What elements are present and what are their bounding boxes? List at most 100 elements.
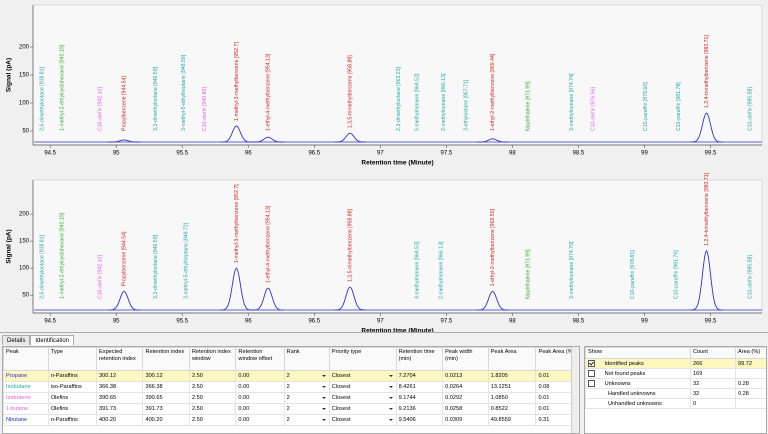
table-cell[interactable]: 2 bbox=[283, 403, 330, 415]
summary-label: Not found peaks bbox=[604, 370, 646, 377]
table-cell: 0.0309 bbox=[442, 414, 489, 426]
column-header[interactable]: Expected retention index bbox=[96, 347, 144, 371]
summary-label: Handled unknowns bbox=[608, 390, 656, 397]
peak bbox=[690, 112, 723, 143]
table-row[interactable]: 1-butene Olefins 391.73 391.73 2.50 0.00 2 Clos… bbox=[3, 403, 579, 415]
summary-row: Handled unknowns 32 0.28 bbox=[585, 388, 766, 399]
peak bbox=[333, 286, 367, 311]
table-cell: 8.4261 bbox=[395, 381, 444, 393]
table-cell: 2.50 bbox=[188, 414, 237, 426]
table-cell[interactable]: 2 bbox=[283, 414, 330, 426]
table-row[interactable]: Propane n-Paraffins 300.12 300.12 2.50 0.00 2 C… bbox=[3, 370, 579, 382]
x-tick-label: 95 bbox=[113, 151, 120, 157]
x-tick-label: 99 bbox=[641, 319, 648, 325]
table-cell: Olefins bbox=[47, 392, 98, 404]
x-tick-label: 96 bbox=[245, 151, 252, 157]
peak-label: 1,2,4-trimethylbenzene [983.71] bbox=[704, 35, 710, 109]
scrollbar[interactable] bbox=[571, 347, 579, 433]
table-cell: Isobutene bbox=[3, 392, 49, 404]
column-header[interactable]: Peak width (min) bbox=[442, 347, 489, 371]
summary-area bbox=[735, 398, 766, 409]
column-header[interactable]: Retention window offset bbox=[235, 347, 285, 371]
column-header[interactable]: Type bbox=[47, 347, 98, 371]
peak-label: 1-ethyl-4-methylbenzene [954.13] bbox=[265, 53, 271, 131]
tab[interactable]: Identification bbox=[30, 335, 75, 345]
table-cell: n-Paraffins bbox=[47, 370, 98, 382]
table-cell: 7.2704 bbox=[395, 370, 444, 382]
table-cell[interactable]: 2 bbox=[283, 370, 330, 382]
x-tick-label: 95.5 bbox=[176, 151, 188, 157]
x-tick-label: 99.5 bbox=[705, 319, 717, 325]
table-cell: 0.0213 bbox=[442, 370, 489, 382]
table-cell[interactable]: Closest bbox=[328, 403, 397, 415]
peak-label: C10-olefin [949.80] bbox=[202, 87, 208, 131]
checkbox[interactable] bbox=[588, 369, 595, 377]
peak-label: 2-methylnonane [966.13] bbox=[438, 241, 444, 299]
column-header[interactable]: Peak Area bbox=[487, 347, 537, 371]
table-row[interactable]: Nbutane n-Paraffins 400.20 400.20 2.50 0.00 2 C… bbox=[3, 414, 579, 426]
summary-area bbox=[735, 368, 766, 379]
y-tick-label: 150 bbox=[19, 73, 30, 79]
table-cell[interactable]: 2 bbox=[283, 381, 330, 393]
column-header[interactable]: Retention index window bbox=[188, 347, 237, 371]
peak-label: 2,6-dimethyloctane [938.81] bbox=[40, 234, 46, 299]
table-cell[interactable]: Closest bbox=[328, 414, 397, 426]
peak-label: C10-olefin [942.10] bbox=[98, 87, 104, 131]
column-header[interactable]: Priority type bbox=[328, 347, 397, 371]
table-cell[interactable]: 2 bbox=[283, 392, 330, 404]
table-row[interactable]: Isobutene Olefins 390.65 390.65 2.50 0.00 2 Clo… bbox=[3, 392, 579, 404]
summary-area: 0.28 bbox=[735, 388, 766, 399]
peak-label: 2,6-dimethyloctane [938.81] bbox=[40, 66, 46, 131]
column-header[interactable]: Retention time (min) bbox=[395, 347, 444, 371]
y-tick-label: 150 bbox=[19, 239, 30, 245]
table-cell: 49.8559 bbox=[487, 414, 537, 426]
summary-row: Unknowns 32 0.28 bbox=[585, 378, 766, 389]
y-axis-title: Signal (pA) bbox=[6, 58, 13, 92]
table-cell: 0.8522 bbox=[487, 403, 537, 415]
table-cell: 0.0292 bbox=[442, 392, 489, 404]
peak-label: C10-olefin [985.58] bbox=[747, 255, 753, 299]
table-cell[interactable]: Closest bbox=[328, 370, 397, 382]
column-header[interactable]: Retention index bbox=[142, 347, 190, 371]
table: Show Count Area (%) Identified peaks 266 99.… bbox=[585, 347, 766, 409]
table-cell: 400.20 bbox=[96, 414, 144, 426]
table-cell: 9.2136 bbox=[395, 403, 444, 415]
peak-label: 1,3,5-trimethylbenzene [958.88] bbox=[347, 209, 353, 283]
peak-label: C10-paraffin [979.60] bbox=[643, 82, 649, 131]
summary-label: Identified peaks bbox=[604, 360, 644, 367]
table-cell: 0.00 bbox=[235, 414, 285, 426]
table-cell[interactable]: Closest bbox=[328, 392, 397, 404]
peak-label: 1-ethyl-2-methylbenzene [969.50] bbox=[490, 209, 496, 287]
tab[interactable]: Details bbox=[2, 335, 31, 345]
table-cell[interactable]: Closest bbox=[328, 381, 397, 393]
peak-label: C10-paraffin [978.81] bbox=[630, 250, 636, 299]
x-tick-label: 96 bbox=[245, 319, 252, 325]
column-header[interactable]: Peak bbox=[3, 347, 49, 371]
summary-count: 32 bbox=[690, 378, 736, 389]
table-cell: 2.50 bbox=[188, 403, 237, 415]
x-tick-label: 97 bbox=[377, 151, 384, 157]
peak-label: C10-olefin [942.10] bbox=[98, 255, 104, 299]
peak bbox=[108, 139, 141, 143]
table-cell: 9.1744 bbox=[395, 392, 444, 404]
table-cell: 0.00 bbox=[235, 381, 285, 393]
summary-table: Show Count Area (%) Identified peaks 266 99.… bbox=[584, 346, 767, 434]
peak-label: Propylbenzene [944.54] bbox=[122, 76, 128, 131]
checkbox[interactable] bbox=[588, 359, 595, 367]
table-cell: 391.73 bbox=[142, 403, 190, 415]
table-cell: 2.50 bbox=[188, 370, 237, 382]
checkbox[interactable] bbox=[588, 379, 595, 387]
summary-label: Unknowns bbox=[604, 380, 631, 387]
table-cell: Olefins bbox=[47, 403, 98, 415]
y-tick-label: 50 bbox=[22, 129, 29, 135]
table-row[interactable]: Isobutane iso-Paraffins 366.38 366.38 2.50 0.… bbox=[3, 381, 579, 393]
peak-label: 1,2,4-trimethylbenzene [983.71] bbox=[704, 172, 710, 246]
column-header[interactable]: Rank bbox=[283, 347, 330, 371]
peak-label: 2-methylnonane [966.13] bbox=[441, 73, 447, 131]
peak-label: 3-methylnonane [974.79] bbox=[569, 241, 575, 299]
table-cell: 366.38 bbox=[96, 381, 144, 393]
x-tick-label: 95.5 bbox=[176, 319, 188, 325]
peak bbox=[108, 290, 141, 311]
peak-label: 1-methyl-2-ethylcyclohexane [940.19] bbox=[59, 212, 65, 299]
